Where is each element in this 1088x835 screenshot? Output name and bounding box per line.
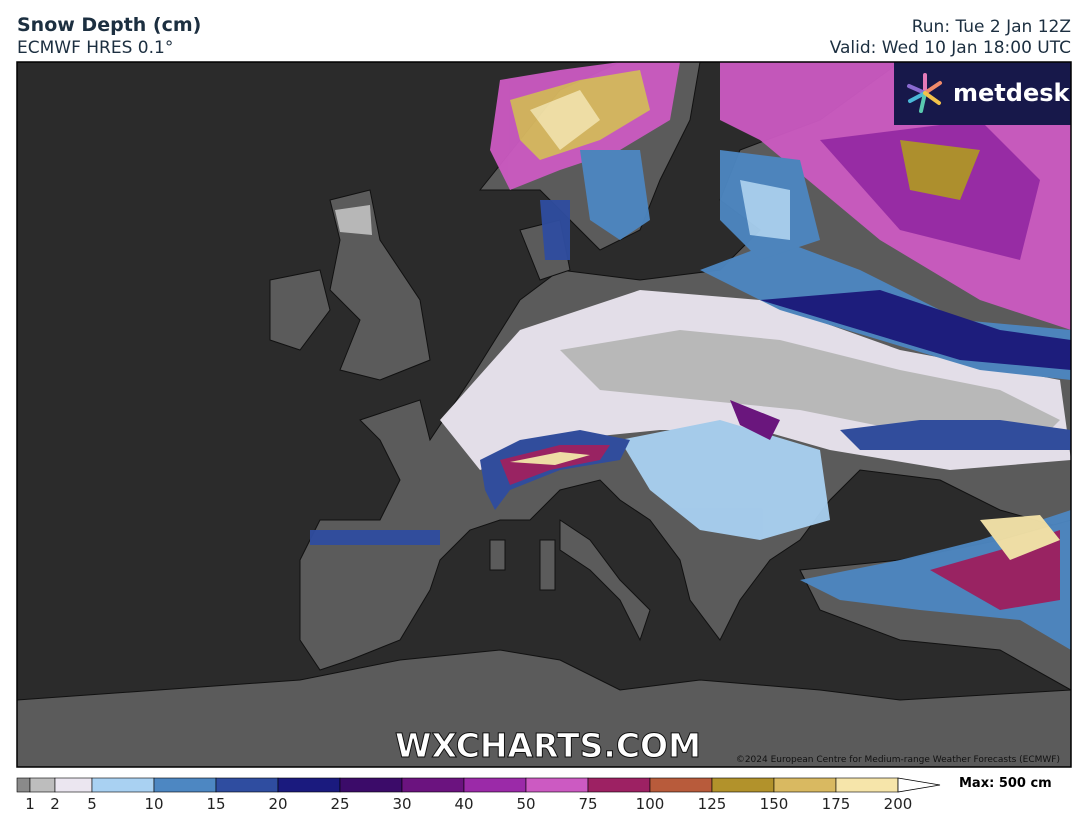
- legend-swatch: [339, 777, 403, 793]
- legend-label: 10: [144, 795, 163, 813]
- legend-swatch: [711, 777, 775, 793]
- legend: 1 2 5 10 15 20 25 30 40 50 75 100 125 150 175 200: [16, 777, 941, 813]
- legend-label: 100: [636, 795, 665, 813]
- legend-label: 20: [268, 795, 287, 813]
- valid-time: Valid: Wed 10 Jan 18:00 UTC: [829, 38, 1071, 58]
- legend-swatch: [525, 777, 589, 793]
- legend-swatch: [277, 777, 341, 793]
- logo-text: metdesk: [953, 79, 1071, 107]
- legend-swatch: [463, 777, 527, 793]
- legend-label: 75: [578, 795, 597, 813]
- legend-swatch: [29, 777, 56, 793]
- legend-swatch: [153, 777, 217, 793]
- legend-label: 150: [760, 795, 789, 813]
- legend-label: 1: [25, 795, 35, 813]
- snow-cover: [310, 62, 1071, 650]
- legend-swatch: [401, 777, 465, 793]
- legend-label: 15: [206, 795, 225, 813]
- run-time: Run: Tue 2 Jan 12Z: [911, 17, 1071, 37]
- watermark: WXCHARTS.COM: [395, 726, 701, 765]
- legend-swatch: [91, 777, 155, 793]
- title: Snow Depth (cm): [17, 14, 202, 36]
- map-body: metdesk WXCHARTS.COM ©2024 European Cent…: [17, 62, 1071, 767]
- legend-label: 125: [698, 795, 727, 813]
- legend-swatch: [835, 777, 899, 793]
- legend-swatch: [54, 777, 93, 793]
- legend-swatch: [215, 777, 279, 793]
- legend-swatch: [587, 777, 651, 793]
- legend-label: 50: [516, 795, 535, 813]
- credit: ©2024 European Centre for Medium-range W…: [736, 755, 1060, 765]
- legend-label: 175: [822, 795, 851, 813]
- legend-swatch: [773, 777, 837, 793]
- legend-arrow: [897, 777, 941, 793]
- model: ECMWF HRES 0.1°: [17, 38, 174, 58]
- legend-label: 2: [50, 795, 60, 813]
- legend-max: Max: 500 cm: [959, 776, 1052, 791]
- logo-icon: [907, 73, 942, 113]
- legend-swatch: [16, 777, 31, 793]
- legend-swatch: [649, 777, 713, 793]
- legend-label: 5: [87, 795, 97, 813]
- map-frame: [16, 61, 1072, 768]
- legend-label: 200: [884, 795, 913, 813]
- legend-label: 25: [330, 795, 349, 813]
- legend-label: 30: [392, 795, 411, 813]
- legend-label: 40: [454, 795, 473, 813]
